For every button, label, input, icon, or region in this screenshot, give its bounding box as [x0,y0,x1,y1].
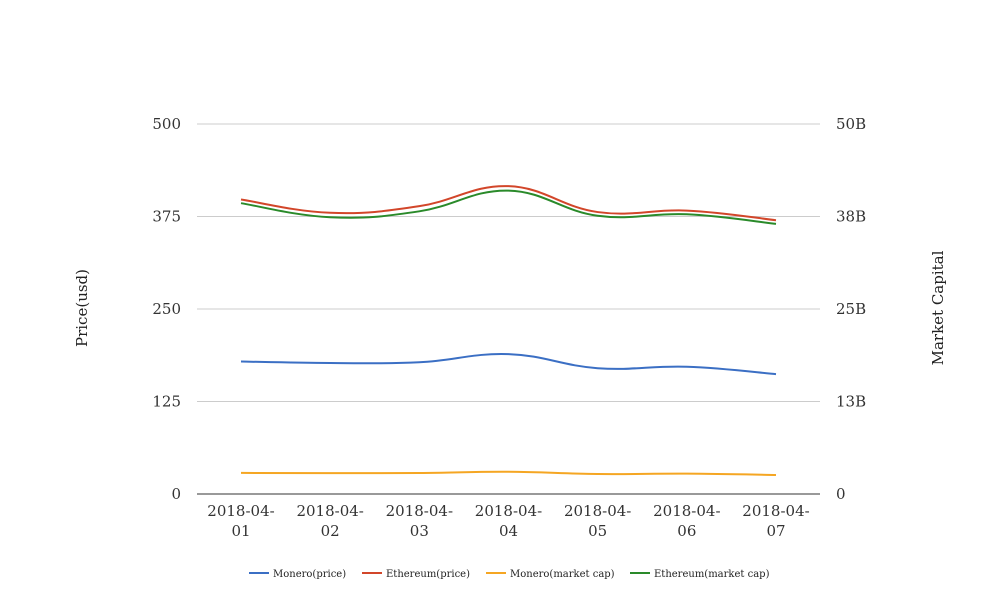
legend-label: Ethereum(market cap) [654,569,770,580]
x-tick-label: 2018-04-03 [386,502,453,540]
right-y-tick-label: 25B [836,300,866,318]
right-y-tick-label: 0 [836,485,846,503]
legend-label: Ethereum(price) [386,569,470,580]
left-y-tick-label: 125 [152,393,181,411]
legend-label: Monero(price) [273,569,346,580]
right-y-tick-label: 50B [836,115,866,133]
series-line-ethereum-price [240,185,777,222]
left-y-tick-label: 0 [171,485,181,503]
series-line-monero-market-cap [240,470,777,476]
series-line-ethereum-market-cap [240,189,777,225]
x-tick-label: 2018-04-01 [207,502,274,540]
x-tick-label: 2018-04-02 [296,502,363,540]
x-tick-label: 2018-04-05 [564,502,631,540]
right-y-axis-ticks: 0 13B 25B 38B 50B [836,115,866,503]
x-tick-label: 2018-04-04 [475,502,542,540]
left-y-tick-label: 500 [152,115,181,133]
right-y-axis-title: Market Capital [929,250,947,365]
right-y-tick-label: 38B [836,208,866,226]
left-y-tick-label: 375 [152,208,181,226]
x-tick-label: 2018-04-07 [742,502,809,540]
left-y-axis-title: Price(usd) [73,269,91,347]
series-lines [240,185,777,476]
left-y-axis-ticks: 0 125 250 375 500 [152,115,181,503]
series-line-monero-price [240,353,777,376]
right-y-tick-label: 13B [836,393,866,411]
x-tick-label: 2018-04-06 [653,502,720,540]
left-y-tick-label: 250 [152,300,181,318]
legend: Monero(price) Ethereum(price) Monero(marke… [249,569,770,580]
legend-label: Monero(market cap) [510,569,615,580]
gridlines [197,123,820,495]
x-axis-ticks: 2018-04-01 2018-04-02 2018-04-03 2018-04-04… [207,502,809,540]
